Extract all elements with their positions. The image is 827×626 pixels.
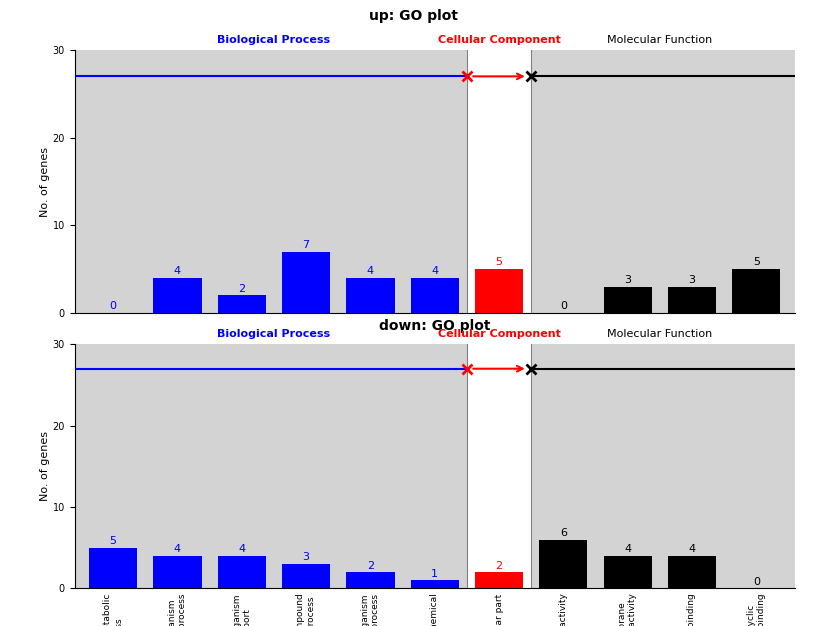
- Bar: [346, 572, 394, 588]
- Text: 4: 4: [431, 266, 437, 276]
- Text: 2: 2: [238, 284, 245, 294]
- Text: Molecular Function: Molecular Function: [606, 35, 711, 45]
- Bar: [538, 540, 586, 588]
- Text: 2: 2: [366, 560, 374, 570]
- Text: 3: 3: [687, 275, 695, 285]
- Bar: [603, 287, 651, 313]
- Text: up: GO plot: up: GO plot: [369, 9, 458, 23]
- Bar: [282, 564, 330, 588]
- Text: 1: 1: [431, 568, 437, 578]
- Text: 4: 4: [174, 266, 181, 276]
- Text: 4: 4: [366, 266, 374, 276]
- Text: Biological Process: Biological Process: [217, 329, 330, 339]
- Bar: [346, 278, 394, 313]
- Text: Molecular Function: Molecular Function: [606, 329, 711, 339]
- Text: 6: 6: [559, 528, 566, 538]
- Bar: [410, 580, 458, 588]
- Text: 5: 5: [495, 257, 502, 267]
- Text: 7: 7: [302, 240, 309, 250]
- Text: 0: 0: [559, 301, 566, 311]
- Text: 0: 0: [752, 577, 759, 587]
- Bar: [282, 252, 330, 313]
- Bar: [410, 278, 458, 313]
- Text: 4: 4: [687, 544, 695, 554]
- Bar: [218, 556, 265, 588]
- Text: 3: 3: [624, 275, 630, 285]
- Text: 2: 2: [495, 560, 502, 570]
- Text: Biological Process: Biological Process: [217, 35, 330, 45]
- Bar: [153, 556, 201, 588]
- Text: Cellular Component: Cellular Component: [437, 329, 560, 339]
- Bar: [603, 556, 651, 588]
- Bar: [88, 548, 137, 588]
- Text: 4: 4: [174, 544, 181, 554]
- Text: 0: 0: [109, 301, 117, 311]
- Text: 4: 4: [238, 544, 245, 554]
- Bar: [153, 278, 201, 313]
- Bar: [218, 295, 265, 313]
- X-axis label: down: GO plot: down: GO plot: [379, 319, 490, 332]
- Y-axis label: No. of genes: No. of genes: [40, 146, 50, 217]
- Bar: [731, 269, 780, 313]
- Text: 3: 3: [302, 552, 309, 562]
- Bar: [475, 572, 523, 588]
- Text: 5: 5: [752, 257, 759, 267]
- Bar: [466, 344, 530, 588]
- Bar: [667, 556, 715, 588]
- Text: 5: 5: [109, 536, 117, 546]
- Y-axis label: No. of genes: No. of genes: [40, 431, 50, 501]
- Text: Cellular Component: Cellular Component: [437, 35, 560, 45]
- Bar: [475, 269, 523, 313]
- Bar: [667, 287, 715, 313]
- Text: 4: 4: [624, 544, 630, 554]
- Bar: [466, 50, 530, 313]
